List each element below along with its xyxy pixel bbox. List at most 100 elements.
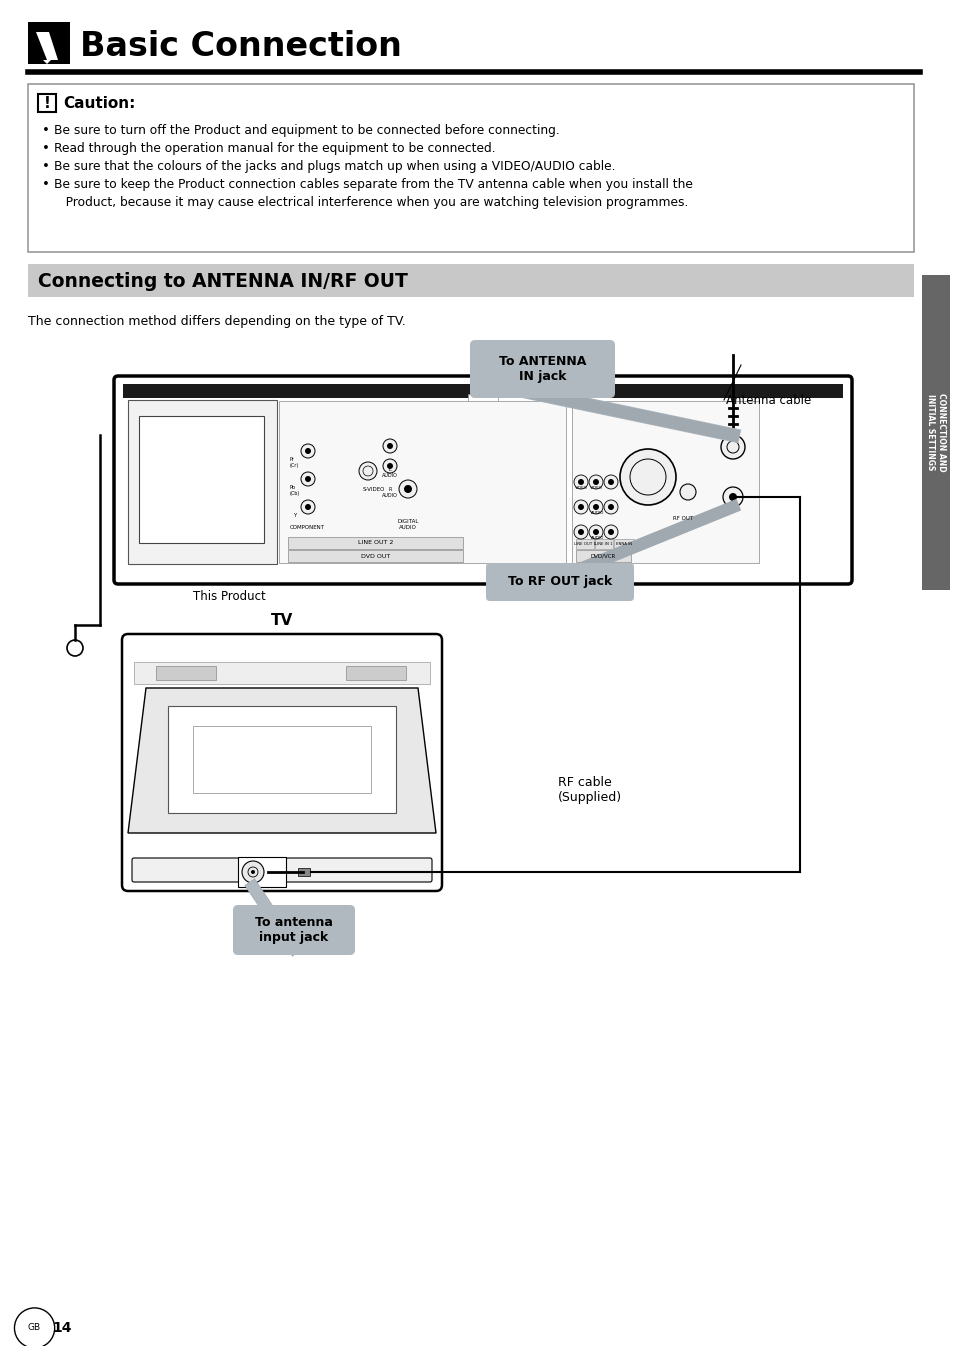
- Text: Pr
(Cr): Pr (Cr): [290, 458, 299, 468]
- Text: •: •: [42, 160, 50, 174]
- Circle shape: [603, 499, 618, 514]
- Text: Product, because it may cause electrical interference when you are watching tele: Product, because it may cause electrical…: [54, 197, 688, 209]
- FancyBboxPatch shape: [28, 264, 913, 297]
- Text: S-VIDEO: S-VIDEO: [363, 487, 385, 493]
- FancyBboxPatch shape: [28, 22, 70, 65]
- Circle shape: [578, 529, 583, 534]
- Text: Be sure to turn off the Product and equipment to be connected before connecting.: Be sure to turn off the Product and equi…: [54, 124, 559, 137]
- Text: DIGITAL
AUDIO: DIGITAL AUDIO: [396, 520, 418, 530]
- Text: R
AUDIO: R AUDIO: [381, 487, 397, 498]
- FancyBboxPatch shape: [237, 857, 286, 887]
- Text: GB: GB: [28, 1323, 41, 1333]
- Circle shape: [607, 479, 614, 485]
- Text: VIDEO: VIDEO: [589, 486, 602, 490]
- Text: Be sure to keep the Product connection cables separate from the TV antenna cable: Be sure to keep the Product connection c…: [54, 178, 692, 191]
- FancyBboxPatch shape: [28, 83, 913, 252]
- FancyBboxPatch shape: [278, 401, 565, 563]
- Polygon shape: [128, 688, 436, 833]
- FancyBboxPatch shape: [122, 634, 441, 891]
- FancyBboxPatch shape: [132, 857, 432, 882]
- Circle shape: [593, 479, 598, 485]
- FancyBboxPatch shape: [595, 538, 613, 549]
- FancyBboxPatch shape: [485, 563, 634, 602]
- Circle shape: [387, 463, 393, 468]
- Circle shape: [607, 529, 614, 534]
- Circle shape: [305, 503, 311, 510]
- Text: Be sure that the colours of the jacks and plugs match up when using a VIDEO/AUDI: Be sure that the colours of the jacks an…: [54, 160, 615, 174]
- Text: RF OUT: RF OUT: [672, 517, 692, 521]
- Circle shape: [242, 861, 264, 883]
- Polygon shape: [36, 32, 58, 61]
- Text: 14: 14: [52, 1320, 71, 1335]
- Circle shape: [382, 459, 396, 472]
- Text: Caution:: Caution:: [63, 97, 135, 112]
- Circle shape: [574, 525, 587, 538]
- Text: !: !: [44, 96, 51, 110]
- Text: TV: TV: [271, 612, 293, 629]
- Circle shape: [251, 870, 254, 874]
- Circle shape: [603, 525, 618, 538]
- FancyBboxPatch shape: [470, 341, 615, 398]
- FancyBboxPatch shape: [288, 551, 462, 563]
- Circle shape: [588, 475, 602, 489]
- FancyBboxPatch shape: [572, 401, 759, 563]
- Circle shape: [301, 499, 314, 514]
- FancyBboxPatch shape: [468, 394, 497, 402]
- Circle shape: [398, 481, 416, 498]
- Text: •: •: [42, 141, 50, 155]
- Text: Y: Y: [293, 513, 296, 518]
- FancyBboxPatch shape: [921, 275, 949, 590]
- Circle shape: [619, 450, 676, 505]
- Text: •: •: [42, 178, 50, 191]
- FancyBboxPatch shape: [156, 666, 215, 680]
- Circle shape: [301, 444, 314, 458]
- FancyBboxPatch shape: [233, 905, 355, 956]
- Text: LINE OUT 2: LINE OUT 2: [357, 541, 393, 545]
- Circle shape: [607, 503, 614, 510]
- Text: LINE OUT 1: LINE OUT 1: [574, 542, 596, 546]
- Text: LINE IN 1: LINE IN 1: [595, 542, 612, 546]
- Circle shape: [387, 443, 393, 450]
- Text: ENNA IN: ENNA IN: [616, 542, 632, 546]
- FancyBboxPatch shape: [123, 384, 842, 398]
- FancyBboxPatch shape: [139, 416, 264, 542]
- Text: AUDIO: AUDIO: [591, 511, 604, 516]
- Text: The connection method differs depending on the type of TV.: The connection method differs depending …: [28, 315, 405, 328]
- FancyBboxPatch shape: [193, 725, 371, 793]
- Circle shape: [574, 475, 587, 489]
- FancyBboxPatch shape: [576, 551, 630, 563]
- Text: Antenna cable: Antenna cable: [725, 393, 810, 406]
- Text: Pb
(Cb): Pb (Cb): [290, 485, 300, 495]
- Circle shape: [588, 499, 602, 514]
- Text: RF cable
(Supplied): RF cable (Supplied): [558, 777, 621, 804]
- Text: Connecting to ANTENNA IN/RF OUT: Connecting to ANTENNA IN/RF OUT: [38, 272, 408, 291]
- Circle shape: [722, 487, 742, 507]
- FancyBboxPatch shape: [346, 666, 406, 680]
- Text: Basic Connection: Basic Connection: [80, 31, 401, 63]
- Circle shape: [593, 529, 598, 534]
- FancyBboxPatch shape: [133, 662, 430, 684]
- Circle shape: [301, 472, 314, 486]
- Circle shape: [358, 462, 376, 481]
- Text: COMPONENT: COMPONENT: [290, 525, 325, 530]
- Text: AUDIO: AUDIO: [591, 536, 604, 540]
- Text: DVD/VCR: DVD/VCR: [590, 553, 616, 559]
- Circle shape: [382, 439, 396, 454]
- Text: CONNECTION AND
INITIAL SETTINGS: CONNECTION AND INITIAL SETTINGS: [925, 393, 944, 472]
- FancyBboxPatch shape: [297, 868, 310, 876]
- Circle shape: [305, 448, 311, 454]
- Circle shape: [588, 525, 602, 538]
- Text: •: •: [42, 124, 50, 137]
- FancyBboxPatch shape: [576, 538, 594, 549]
- Circle shape: [305, 476, 311, 482]
- Text: To RF OUT jack: To RF OUT jack: [507, 576, 612, 588]
- FancyBboxPatch shape: [288, 537, 462, 549]
- Circle shape: [403, 485, 412, 493]
- Text: This Product: This Product: [193, 590, 266, 603]
- Text: Read through the operation manual for the equipment to be connected.: Read through the operation manual for th…: [54, 141, 496, 155]
- Text: DVD OUT: DVD OUT: [360, 553, 390, 559]
- FancyBboxPatch shape: [614, 538, 634, 549]
- FancyBboxPatch shape: [38, 94, 56, 112]
- Circle shape: [578, 503, 583, 510]
- Circle shape: [603, 475, 618, 489]
